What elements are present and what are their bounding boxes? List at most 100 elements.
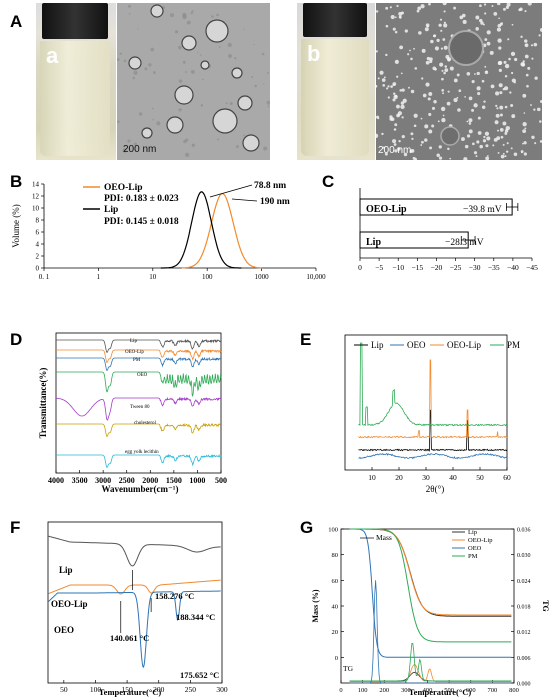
tem-dot — [385, 53, 388, 57]
tem-dot — [420, 144, 423, 146]
ftir-label-lecithin: egg yolk lecithin — [125, 450, 159, 455]
tem-dot — [409, 49, 411, 52]
panel-label-e: E — [300, 330, 312, 349]
dsc-annotation-188: 188.344 °C — [176, 612, 215, 622]
tem-dot — [504, 105, 508, 109]
tem-dot — [453, 78, 458, 83]
tem-dot — [396, 75, 399, 78]
x-tick-label: 600 — [466, 687, 476, 694]
tem-dot — [487, 155, 489, 157]
bar-value-oeo-lip: −39.8 mV — [463, 205, 502, 215]
tem-dot — [492, 144, 495, 147]
tem-dot — [457, 108, 461, 112]
y-tick-label: 8 — [36, 217, 40, 225]
chart-g-xlabel: Temperature(°C) — [409, 687, 472, 697]
tem-dot — [539, 27, 542, 32]
tem-dot — [510, 104, 514, 108]
tem-dot — [399, 45, 404, 50]
dsc-annotation-158: 158.276 °C — [155, 591, 194, 601]
tem-speck — [254, 84, 257, 88]
tem-particle — [141, 127, 153, 139]
tem-speck — [152, 118, 155, 121]
xrd-line-pm — [358, 342, 508, 427]
dsc-annotation-175: 175.652 °C — [180, 670, 219, 680]
tem-speck — [235, 145, 239, 149]
panel-label-d: D — [10, 330, 23, 349]
tem-speck — [178, 45, 182, 50]
bar-label-oeo-lip: OEO-Lip — [366, 204, 407, 215]
tem-dot — [476, 86, 481, 91]
tga-mass-line-pm — [349, 528, 512, 643]
legend-oeo-lip-e: OEO-Lip — [447, 340, 481, 350]
tem-dot — [490, 84, 495, 89]
tem-speck — [152, 71, 156, 74]
tem-speck — [199, 54, 202, 56]
tem-dot — [466, 120, 469, 123]
tem-dot — [502, 143, 505, 146]
tem-speck — [197, 51, 199, 54]
tem-speck — [266, 100, 270, 105]
tem-dot — [396, 113, 400, 118]
tem-dot — [449, 66, 454, 71]
tem-dot — [433, 100, 437, 104]
tem-dot — [513, 152, 518, 157]
tem-dot — [398, 139, 401, 143]
tem-speck — [263, 146, 268, 151]
tem-dot — [385, 6, 389, 10]
tem-dot — [431, 124, 435, 128]
x-tick-label: 200 — [379, 687, 389, 694]
tem-dot — [497, 152, 500, 154]
tem-dot — [514, 57, 518, 62]
y2-tick-label: 0.000 — [517, 682, 531, 688]
legend-lip: Lip — [104, 205, 118, 215]
tem-dot — [540, 100, 542, 103]
tem-dot — [476, 140, 480, 144]
tem-particle — [212, 108, 238, 134]
tem-dot — [525, 73, 529, 77]
tem-dot — [530, 44, 534, 47]
tem-dot — [410, 132, 414, 136]
ftir-line-pm — [56, 356, 222, 371]
chart-b-ylabel: Volume (%) — [11, 204, 21, 248]
x-tick-label: 0 — [358, 263, 362, 272]
tem-dot — [466, 134, 471, 138]
tem-speck — [127, 139, 131, 143]
tem-dot — [429, 57, 433, 61]
tem-vesicle — [440, 126, 460, 146]
tem-dot — [416, 9, 420, 13]
tem-dot — [440, 29, 443, 32]
annotation-78-8-nm: 78.8 nm — [254, 181, 286, 191]
x-tick-label: 2000 — [142, 476, 158, 485]
x-tick-label: −30 — [469, 263, 481, 272]
tem-dot — [495, 91, 500, 96]
tem-dot — [472, 142, 475, 146]
tem-dot — [413, 47, 415, 50]
y2-tick-label: 0.036 — [517, 528, 531, 534]
tem-speck — [156, 121, 161, 126]
y-tick-label: 20 — [332, 629, 339, 636]
tem-speck — [128, 12, 131, 15]
tem-dot — [429, 59, 433, 64]
tem-vesicle — [448, 30, 484, 66]
tem-dot — [442, 92, 444, 95]
tem-dot — [473, 103, 478, 108]
tem-dot — [468, 118, 473, 123]
tem-dot — [410, 57, 413, 61]
tem-speck — [148, 63, 152, 67]
tem-speck — [128, 147, 131, 150]
y-tick-label: 80 — [332, 552, 339, 559]
tga-annotation-tg: TG — [343, 664, 354, 673]
panel-label-g: G — [300, 518, 314, 537]
tem-dot — [519, 7, 523, 12]
tem-dot — [502, 152, 505, 155]
tem-dot — [466, 71, 471, 76]
chart-d-ylabel: Transmittance(%) — [38, 368, 48, 439]
tem-dot — [507, 38, 510, 41]
tem-dot — [428, 129, 433, 134]
tem-dot — [523, 141, 527, 145]
x-tick-label: 3000 — [95, 476, 111, 485]
tem-speck — [122, 148, 127, 153]
tem-dot — [422, 93, 427, 98]
xrd-line-oeo-lip — [358, 359, 508, 439]
tem-dot — [496, 107, 499, 110]
